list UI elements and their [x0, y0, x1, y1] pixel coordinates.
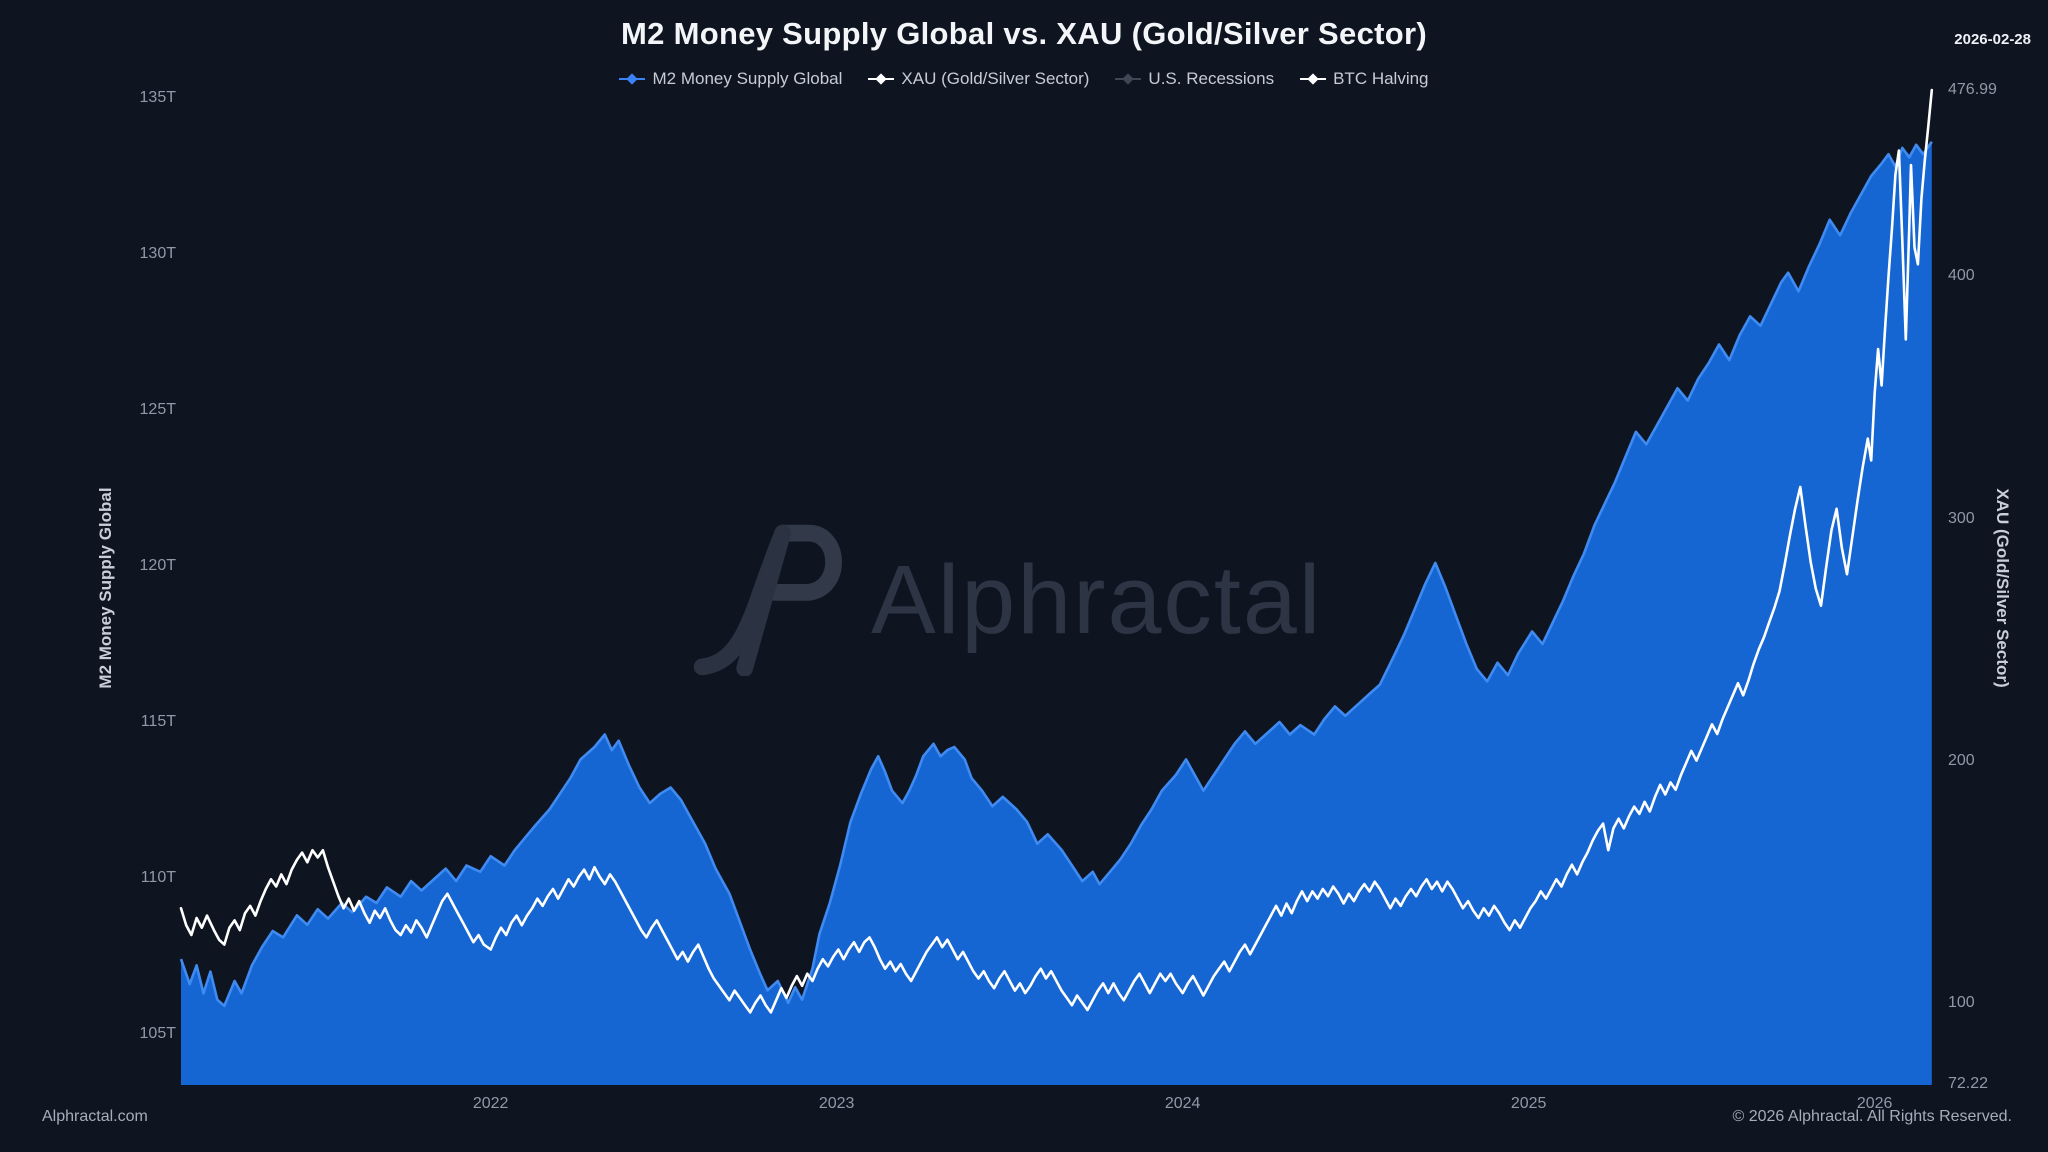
chart-title: M2 Money Supply Global vs. XAU (Gold/Sil… [621, 16, 1427, 51]
xau-line-series [179, 88, 1934, 1014]
legend-label: BTC Halving [1333, 69, 1429, 88]
right-axis-title: XAU (Gold/Silver Sector) [1993, 488, 2012, 688]
legend-item-2[interactable]: U.S. Recessions [1115, 69, 1274, 89]
m2-line [179, 140, 1933, 1008]
right-axis-tick-label: 400 [1948, 267, 1975, 285]
legend-label: XAU (Gold/Silver Sector) [901, 69, 1090, 88]
left-axis-tick-label: 105T [139, 1025, 176, 1042]
left-axis-tick-label: 135T [139, 89, 176, 106]
legend-item-1[interactable]: XAU (Gold/Silver Sector) [868, 69, 1089, 89]
legend-marker-icon [1300, 73, 1327, 85]
footer-copyright: © 2026 Alphractal. All Rights Reserved. [1732, 1108, 2013, 1125]
report-date: 2026-02-28 [1954, 31, 2031, 48]
legend-marker-icon [619, 73, 646, 85]
right-axis-tick-label: 72.22 [1948, 1075, 1989, 1092]
legend-label: U.S. Recessions [1148, 69, 1275, 88]
right-axis-tick-label: 100 [1948, 993, 1975, 1011]
left-axis-tick-label: 120T [139, 557, 176, 574]
legend-item-0[interactable]: M2 Money Supply Global [619, 69, 842, 89]
right-axis-tick-label: 200 [1948, 751, 1975, 769]
right-axis-tick-label: 300 [1948, 509, 1975, 527]
legend-label: M2 Money Supply Global [652, 69, 843, 88]
x-axis-tick-label: 2026 [1856, 1095, 1893, 1112]
legend-marker-icon [868, 73, 895, 85]
left-axis-tick-label: 125T [139, 401, 176, 418]
x-axis-tick-label: 2024 [1164, 1095, 1201, 1112]
left-axis-tick-label: 115T [140, 713, 176, 730]
left-axis-title: M2 Money Supply Global [96, 487, 115, 689]
right-axis-tick-label: 476.99 [1948, 81, 1997, 98]
m2-area-series [181, 141, 1932, 1085]
footer-site-link[interactable]: Alphractal.com [42, 1108, 148, 1125]
x-axis-tick-label: 2025 [1510, 1095, 1547, 1112]
x-axis-tick-label: 2023 [818, 1095, 855, 1112]
legend-item-3[interactable]: BTC Halving [1300, 69, 1429, 89]
legend-marker-icon [1115, 73, 1142, 85]
left-axis-tick-label: 130T [139, 245, 176, 262]
legend: M2 Money Supply Global XAU (Gold/Silver S… [0, 69, 2048, 89]
left-axis-tick-label: 110T [140, 869, 176, 886]
x-axis-tick-label: 2022 [472, 1095, 509, 1112]
